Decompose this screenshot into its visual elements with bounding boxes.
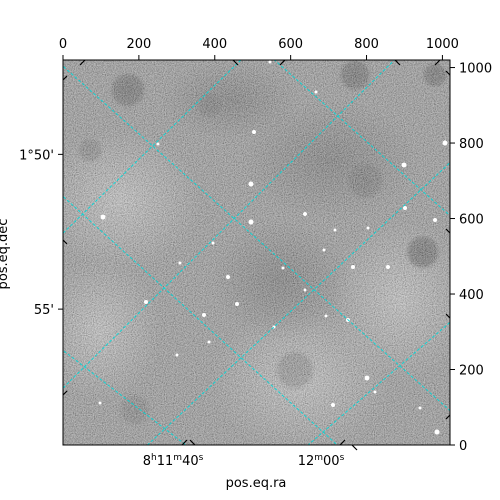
axis-ticks: 0 200 400 600 800 1000 0 200 400 600 800 1000 8h11m4… bbox=[19, 37, 492, 469]
top-tick-label: 400 bbox=[202, 37, 227, 52]
ra-tick-label: 8h11m40s bbox=[143, 453, 204, 469]
top-tick-label: 1000 bbox=[426, 37, 459, 52]
wcs-tick-mark bbox=[445, 313, 451, 319]
wcs-tick-mark bbox=[62, 239, 68, 245]
wcs-tick-mark bbox=[79, 59, 86, 66]
right-tick-label: 600 bbox=[459, 213, 484, 228]
top-tick-label: 200 bbox=[126, 37, 151, 52]
right-tick-label: 800 bbox=[459, 137, 484, 152]
wcs-tick-mark bbox=[62, 390, 68, 396]
wcs-tick-mark bbox=[445, 414, 451, 420]
sky-image bbox=[63, 60, 450, 445]
x-axis-title: pos.eq.ra bbox=[226, 476, 287, 491]
wcs-tick-mark bbox=[394, 59, 401, 66]
wcs-tick-mark bbox=[232, 59, 239, 66]
wcs-tick-mark bbox=[189, 439, 196, 446]
wcs-tick-mark bbox=[445, 228, 451, 234]
grid-line bbox=[63, 60, 396, 389]
grid-line bbox=[63, 65, 450, 412]
wcs-tick-mark bbox=[434, 59, 441, 66]
grid-line bbox=[146, 161, 450, 445]
top-tick-label: 800 bbox=[354, 37, 379, 52]
dec-tick-label: 1°50' bbox=[19, 148, 54, 163]
grid-line bbox=[273, 60, 450, 217]
wcs-tick-mark bbox=[279, 59, 286, 66]
grid-line bbox=[307, 321, 450, 445]
ra-tick-label: 12m00s bbox=[298, 453, 345, 469]
grid-line bbox=[63, 60, 242, 234]
wcs-tick-mark bbox=[181, 439, 188, 446]
y-axis-title: pos.eq.dec bbox=[0, 219, 11, 290]
right-tick-label: 200 bbox=[459, 364, 484, 379]
grid-line bbox=[63, 195, 339, 445]
top-tick-label: 600 bbox=[278, 37, 303, 52]
wcs-tick-mark bbox=[351, 444, 358, 451]
wcs-tick-mark bbox=[445, 70, 451, 76]
right-tick-label: 400 bbox=[459, 288, 484, 303]
coordinate-grid bbox=[63, 60, 450, 445]
dec-tick-label: 55' bbox=[34, 303, 54, 318]
plot-frame bbox=[62, 59, 451, 446]
wcs-tick-mark bbox=[62, 75, 68, 81]
wcs-tick-mark bbox=[339, 439, 346, 446]
right-tick-label: 0 bbox=[459, 439, 467, 454]
top-tick-label: 0 bbox=[59, 37, 67, 52]
right-tick-label: 1000 bbox=[459, 62, 492, 77]
grid-line bbox=[63, 349, 187, 445]
